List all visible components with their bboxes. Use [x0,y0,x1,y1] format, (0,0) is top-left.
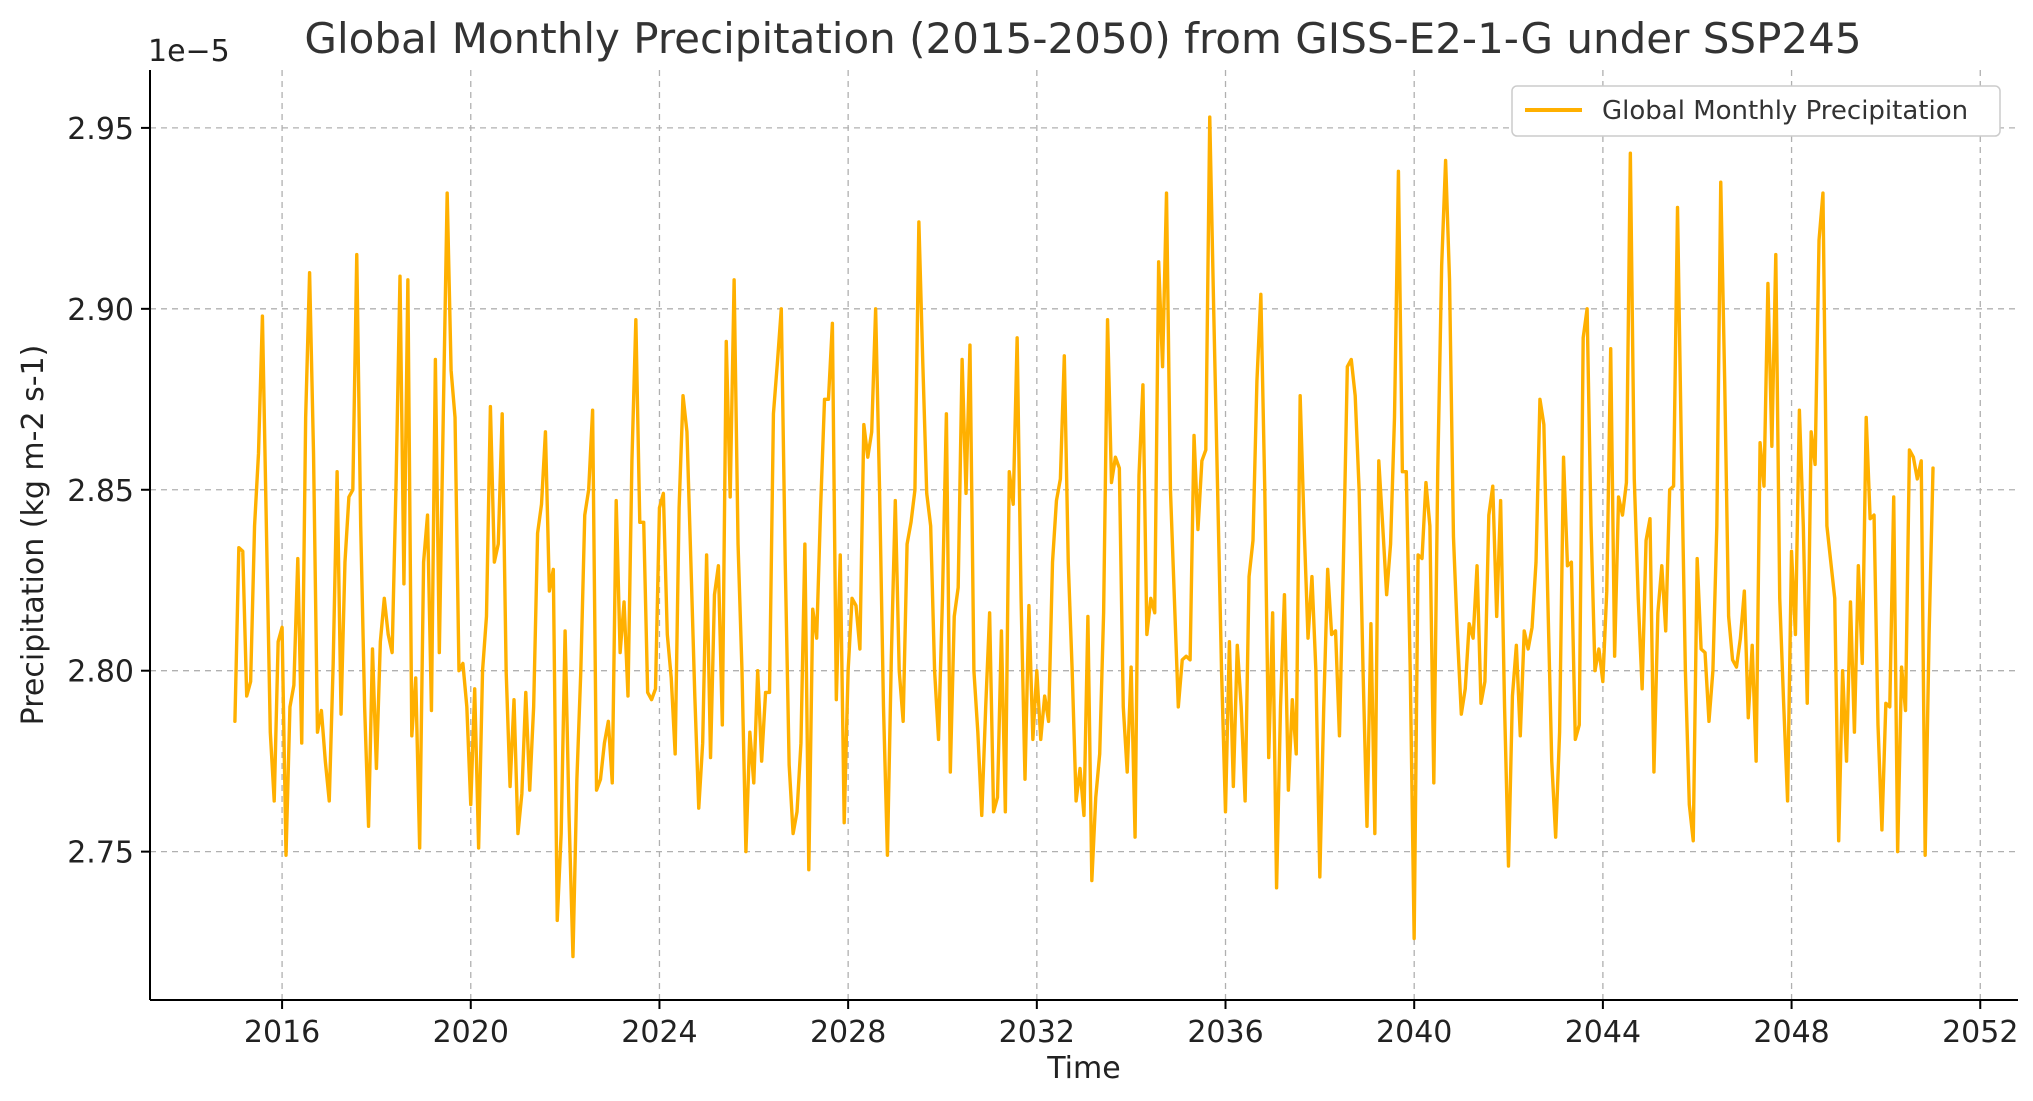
x-axis-label: Time [1046,1051,1120,1086]
legend: Global Monthly Precipitation [1511,85,2001,137]
x-ticks: 2016 2020 2024 2028 2032 2036 2040 2044 2048 2052 [244,1000,2018,1050]
y-axis-offset-label: 1e−5 [148,34,230,69]
x-tick-label: 2016 [244,1015,320,1050]
legend-box [1511,85,2001,137]
y-tick-label: 2.85 [67,474,134,509]
y-ticks: 2.75 2.80 2.85 2.90 2.95 [67,112,150,871]
x-tick-label: 2044 [1565,1015,1641,1050]
x-tick-label: 2048 [1753,1015,1829,1050]
y-tick-label: 2.95 [67,112,134,147]
x-tick-label: 2040 [1376,1015,1452,1050]
series-layer [233,115,1935,959]
x-tick-label: 2032 [999,1015,1075,1050]
x-tick-label: 2028 [810,1015,886,1050]
series-line [233,115,1935,959]
y-tick-label: 2.75 [67,836,134,871]
x-tick-label: 2024 [621,1015,697,1050]
x-tick-label: 2036 [1187,1015,1263,1050]
axes [149,70,2018,1001]
y-tick-label: 2.90 [67,293,134,328]
gridlines [150,70,2018,1000]
legend-label: Global Monthly Precipitation [1602,96,1968,126]
x-tick-label: 2020 [433,1015,509,1050]
y-axis-label: Precipitation (kg m-2 s-1) [16,345,51,726]
y-tick-label: 2.80 [67,655,134,690]
chart-title: Global Monthly Precipitation (2015-2050)… [304,14,1861,63]
x-tick-label: 2052 [1942,1015,2018,1050]
